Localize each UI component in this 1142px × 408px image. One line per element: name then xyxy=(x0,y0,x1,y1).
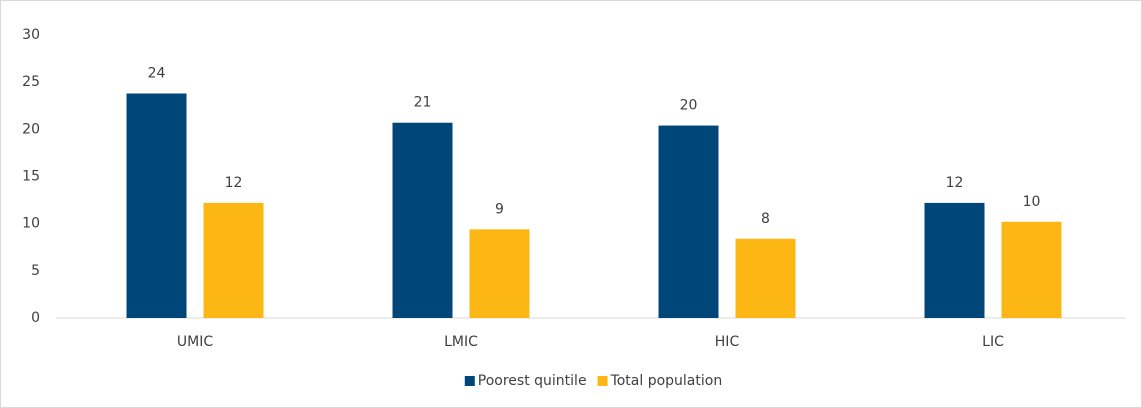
y-tick-label: 15 xyxy=(22,169,40,185)
data-label: 20 xyxy=(680,98,698,114)
x-tick-label: UMIC xyxy=(177,334,213,350)
x-tick-label: HIC xyxy=(715,334,740,350)
y-tick-label: 25 xyxy=(22,74,40,90)
bar xyxy=(469,229,530,318)
data-label: 21 xyxy=(414,95,432,111)
bar xyxy=(1001,221,1062,318)
data-label: 10 xyxy=(1023,194,1041,210)
legend-swatch xyxy=(597,376,608,386)
data-label: 24 xyxy=(148,65,166,81)
bar xyxy=(924,202,985,318)
legend-label: Poorest quintile xyxy=(478,373,587,389)
data-label: 9 xyxy=(495,201,504,217)
bar xyxy=(392,122,453,318)
data-label: 8 xyxy=(761,211,770,227)
x-tick-label: LMIC xyxy=(444,334,478,350)
legend-label: Total population xyxy=(610,373,723,389)
bar xyxy=(658,125,719,318)
data-label: 12 xyxy=(946,175,964,191)
y-tick-label: 10 xyxy=(22,216,40,232)
y-tick-label: 20 xyxy=(22,121,40,137)
bar xyxy=(203,202,264,318)
data-label: 12 xyxy=(225,175,243,191)
legend-swatch xyxy=(464,376,475,386)
bar xyxy=(126,93,187,318)
x-tick-label: LIC xyxy=(982,334,1004,350)
y-tick-label: 0 xyxy=(31,310,40,326)
bar xyxy=(735,238,796,318)
y-tick-label: 30 xyxy=(22,27,40,43)
y-tick-label: 5 xyxy=(31,263,40,279)
